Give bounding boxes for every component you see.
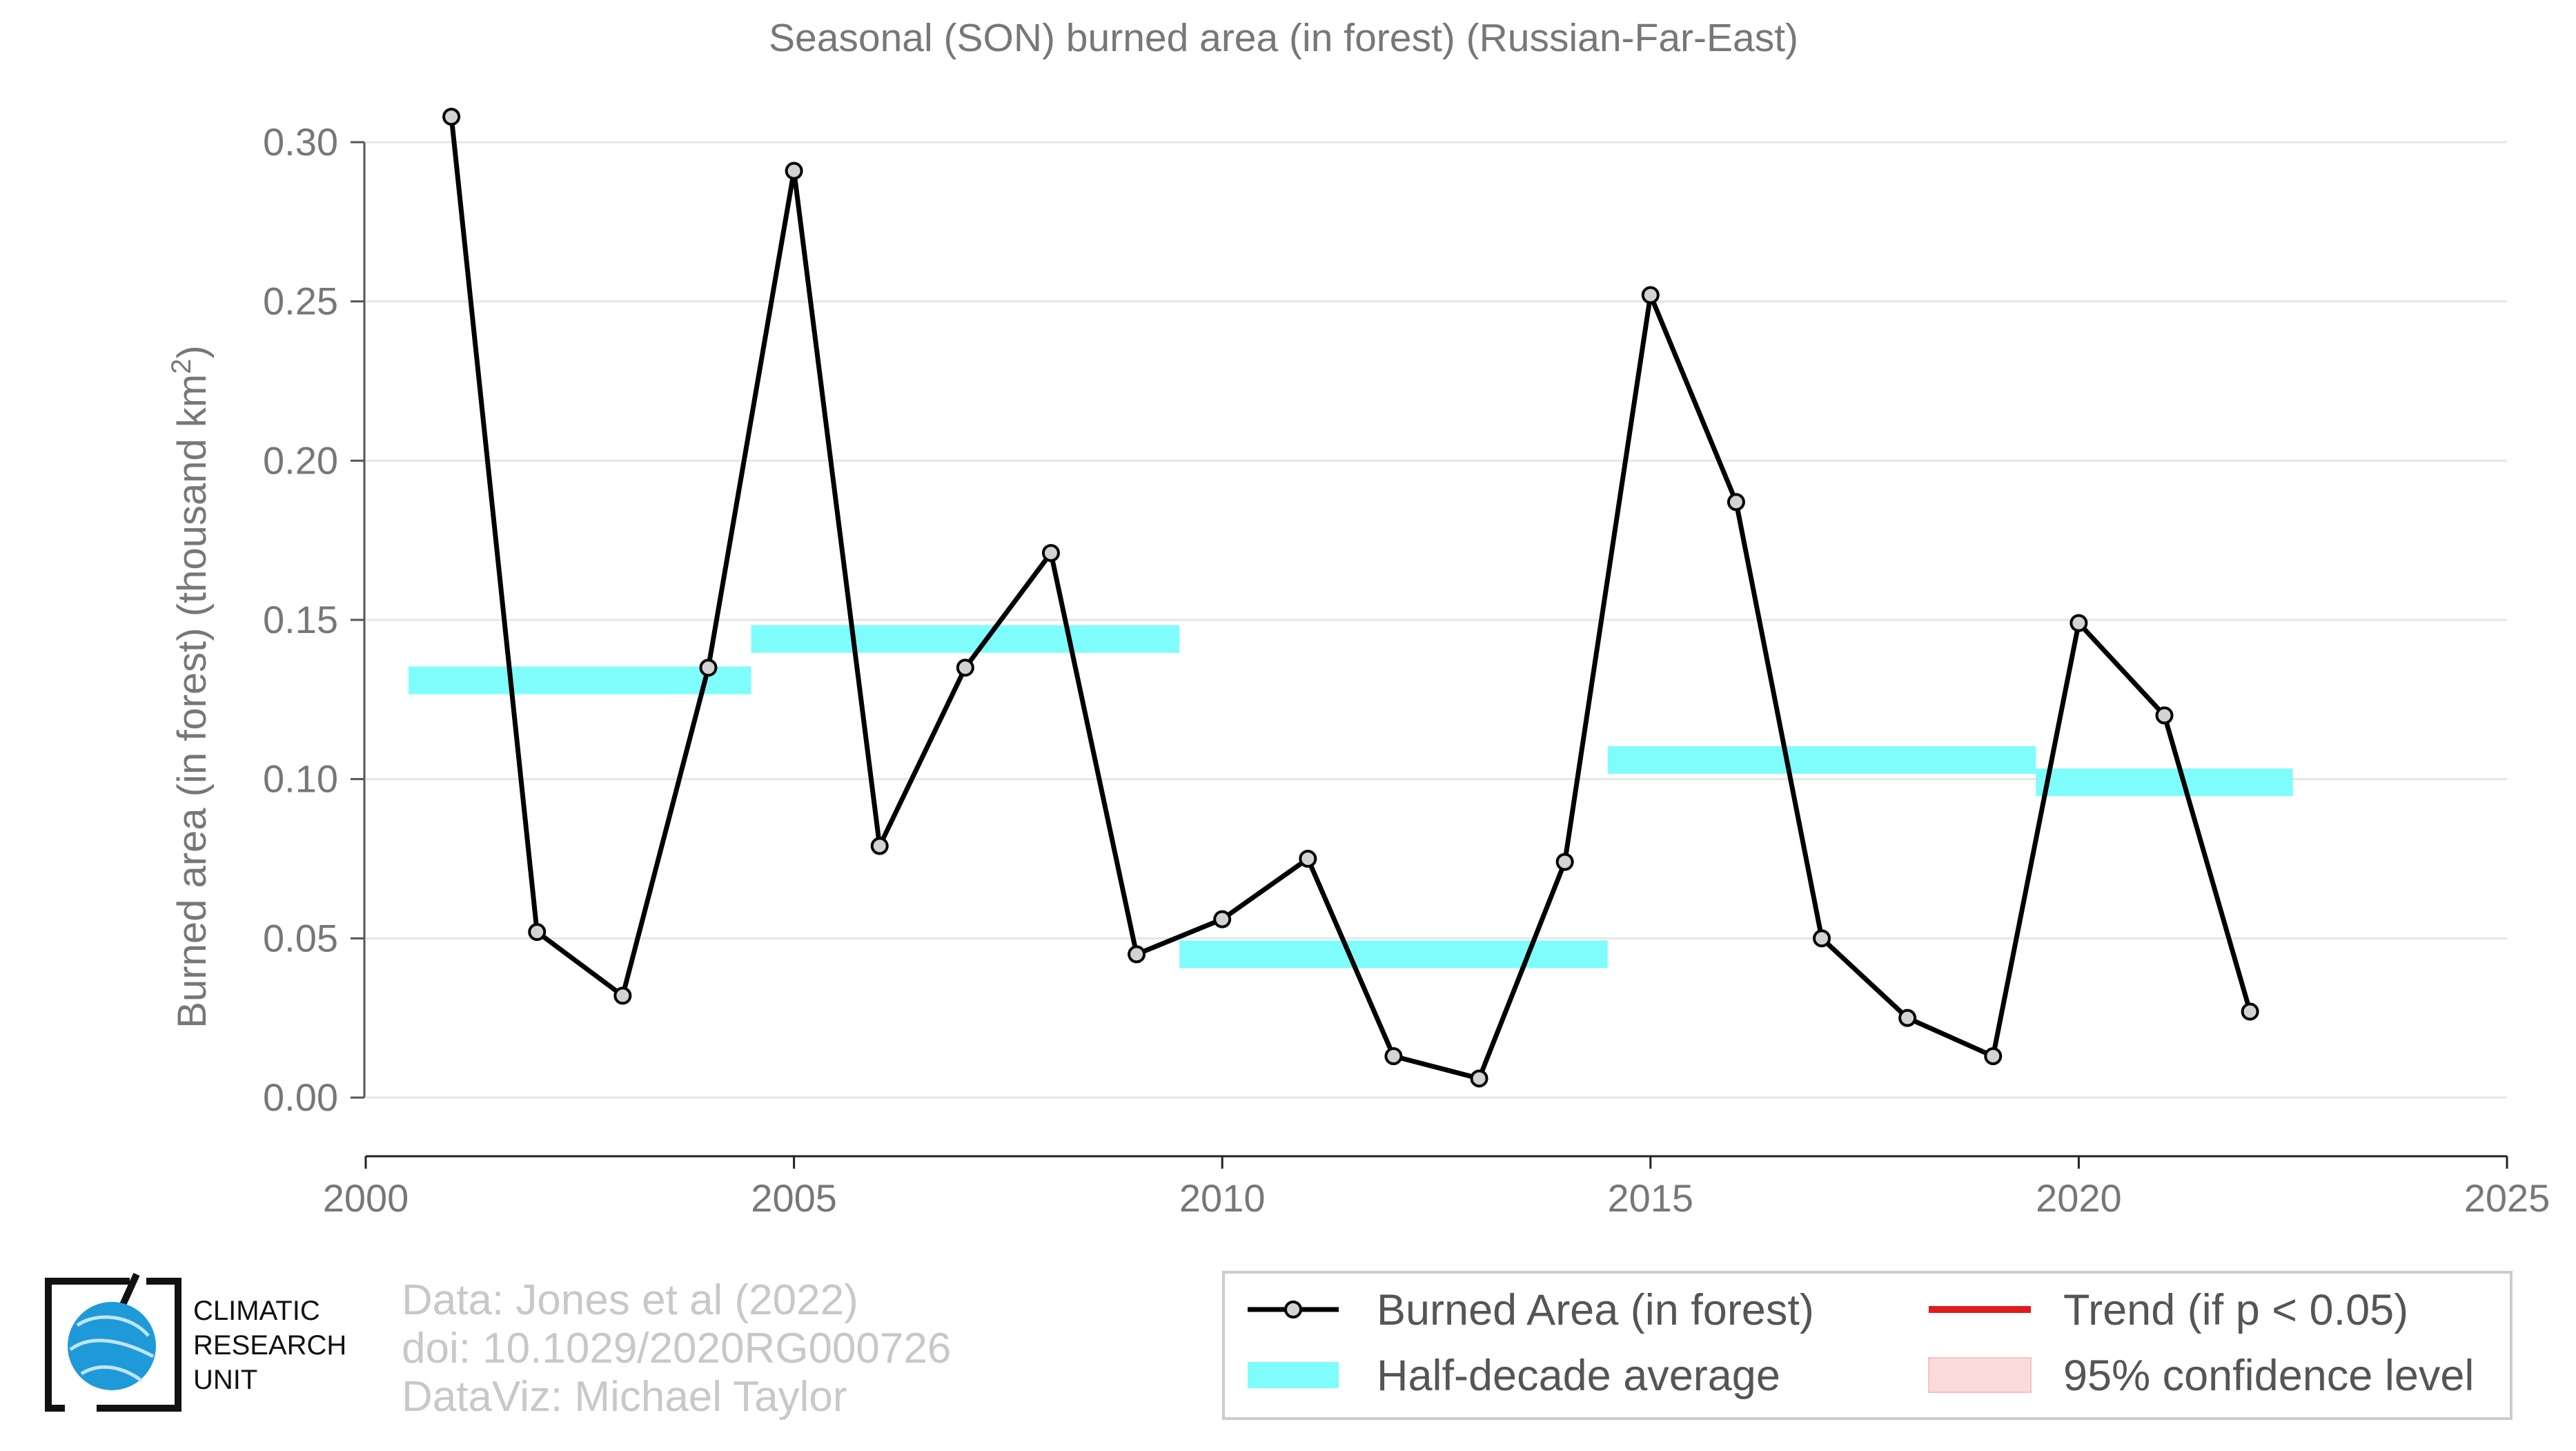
y-axis: 0.00 0.05 0.10 0.15 0.20 0.25 0.30 [263, 120, 366, 1119]
y-tick-label: 0.05 [263, 916, 338, 960]
data-series [442, 108, 2259, 1088]
data-point [2069, 614, 2088, 632]
legend-label-average: Half-decade average [1377, 1352, 1780, 1400]
legend-label-confidence: 95% confidence level [2063, 1352, 2474, 1400]
y-tick-label: 0.30 [263, 120, 338, 164]
data-point [1898, 1009, 1917, 1027]
credit-dataviz: DataViz: Michael Taylor [402, 1373, 847, 1421]
data-point [2241, 1002, 2259, 1021]
x-tick-label: 2005 [751, 1176, 837, 1220]
logo-text-line3: UNIT [193, 1365, 257, 1395]
legend-confidence-swatch [1928, 1357, 2032, 1393]
data-point [1555, 853, 1574, 871]
y-tick-label: 0.10 [263, 757, 338, 801]
legend-box [1222, 1271, 2513, 1420]
data-point [1727, 493, 1745, 512]
y-tick-label: 0.00 [263, 1075, 338, 1119]
logo-bracket-right [97, 1278, 181, 1412]
legend-label-trend: Trend (if p < 0.05) [2063, 1286, 2408, 1334]
data-point [699, 659, 718, 677]
logo-slash [119, 1272, 140, 1307]
data-point [613, 986, 632, 1005]
x-tick-label: 2000 [323, 1176, 409, 1220]
logo-text-line2: RESEARCH [193, 1330, 346, 1361]
data-point [1470, 1069, 1488, 1088]
credits: Data: Jones et al (2022) doi: 10.1029/20… [402, 1276, 951, 1421]
cru-logo: CLIMATIC RESEARCH UNIT [45, 1272, 346, 1412]
legend-point-swatch [1284, 1301, 1302, 1318]
data-point [1384, 1047, 1403, 1066]
data-point [1213, 910, 1232, 928]
half-decade-average-bar [1179, 940, 1608, 968]
globe-icon [68, 1302, 156, 1390]
legend: Burned Area (in forest) Trend (if p < 0.… [1222, 1271, 2513, 1420]
half-decade-average-bar [2036, 768, 2293, 797]
y-axis-label-text: Burned area (in forest) (thousand km [170, 374, 215, 1029]
half-decade-average-bar [1607, 746, 2036, 774]
y-tick-label: 0.25 [263, 280, 338, 323]
data-point [528, 923, 547, 942]
globe-swirl-3 [80, 1365, 143, 1383]
svg-text:Burned area (in forest) (thous: Burned area (in forest) (thousand km2) [166, 345, 215, 1028]
x-tick-label: 2020 [2036, 1176, 2122, 1220]
credit-data-source: Data: Jones et al (2022) [402, 1276, 858, 1324]
data-point [1813, 929, 1831, 948]
data-point [1299, 850, 1317, 868]
half-decade-average-bands [409, 625, 2293, 968]
y-tick-label: 0.20 [263, 438, 338, 482]
data-point [785, 162, 803, 180]
legend-label-burned-area: Burned Area (in forest) [1377, 1286, 1814, 1334]
y-axis-label: Burned area (in forest) (thousand km2) [166, 345, 215, 1028]
data-point [1041, 544, 1060, 563]
data-point [2155, 706, 2174, 725]
logo-bracket-left [45, 1278, 130, 1412]
globe-swirl-1 [76, 1315, 150, 1337]
globe-swirl-2 [69, 1338, 155, 1359]
burned-area-line [449, 116, 2253, 1081]
legend-average-swatch [1248, 1362, 1339, 1388]
data-point [956, 659, 974, 677]
grid-lines [366, 141, 2507, 1099]
x-tick-label: 2025 [2464, 1176, 2550, 1220]
y-tick-label: 0.15 [263, 598, 338, 641]
data-point [1984, 1047, 2003, 1066]
half-decade-average-bar [409, 666, 751, 694]
x-tick-label: 2010 [1179, 1176, 1266, 1220]
data-point [1128, 945, 1146, 964]
x-axis: 2000 2005 2010 2015 2020 2025 [323, 1155, 2550, 1220]
credit-doi: doi: 10.1029/2020RG000726 [402, 1325, 951, 1372]
y-axis-label-close: ) [170, 345, 215, 358]
y-axis-label-superscript: 2 [166, 359, 197, 374]
data-point [870, 837, 889, 855]
half-decade-average-bar [751, 625, 1180, 653]
chart-title: Seasonal (SON) burned area (in forest) (… [769, 16, 1798, 60]
data-point [1641, 286, 1660, 304]
x-tick-label: 2015 [1608, 1176, 1694, 1220]
logo-text-line1: CLIMATIC [193, 1296, 320, 1326]
data-point [442, 108, 461, 126]
